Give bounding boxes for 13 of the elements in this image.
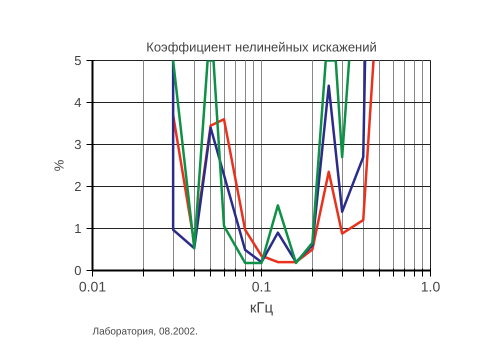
y-tick-label: 0 [74, 263, 82, 278]
chart-title: Коэффициент нелинейных искажений [146, 40, 377, 54]
y-tick-label: 3 [74, 137, 82, 152]
y-tick-label: 5 [74, 53, 82, 68]
x-tick-label: 0.01 [78, 278, 106, 294]
x-tick-label: 0.1 [252, 278, 272, 294]
text: Лаборатория, 08.2002. [92, 326, 198, 338]
x-axis-title: кГц [250, 300, 274, 316]
y-tick-label: 1 [74, 221, 82, 236]
y-axis-title: % [51, 159, 66, 172]
y-tick-label: 4 [74, 95, 82, 110]
x-tick-label: 1.0 [420, 278, 440, 294]
y-tick-label: 2 [74, 179, 82, 194]
